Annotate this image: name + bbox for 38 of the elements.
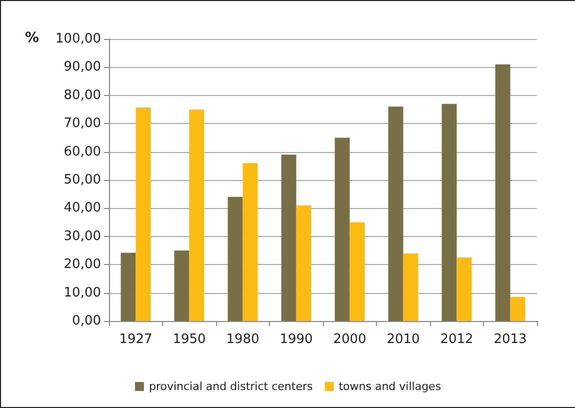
bar [334,138,350,321]
y-tick-label: 80,00 [64,88,101,103]
bar [174,250,190,321]
bar [228,196,243,321]
y-tick-label: 90,00 [64,60,101,75]
legend-label: provincial and district centers [148,380,313,393]
bar [510,297,526,321]
bar [136,108,151,321]
x-tick-label: 2013 [494,332,527,347]
bar [442,104,457,321]
y-tick-label: 40,00 [64,200,101,216]
x-tick-label: 2000 [333,332,366,347]
x-tick-label: 1950 [172,332,206,347]
y-tick-label: 100,00 [56,32,101,46]
bar [350,222,365,321]
x-tick-label: 1990 [280,332,313,347]
bar [388,106,404,321]
bar [296,205,312,321]
bar [242,163,258,321]
x-tick-label: 2012 [440,332,474,347]
x-tick-label: 2010 [386,332,420,347]
bar [281,154,296,321]
x-tick-label: 1927 [119,332,152,347]
bar [495,64,510,321]
bar [403,253,418,321]
legend-label: towns and villages [338,380,442,393]
y-tick-label: 60,00 [64,144,101,160]
y-axis-title: % [24,30,39,46]
bar [189,110,204,321]
y-tick-label: 0,00 [72,314,101,328]
y-tick-label: 50,00 [64,172,101,188]
y-tick-label: 30,00 [64,228,101,244]
y-tick-label: 10,00 [64,285,101,300]
x-tick-label: 1980 [226,332,260,347]
bar [120,252,136,321]
y-tick-label: 20,00 [64,257,101,272]
y-tick-label: 70,00 [64,116,101,132]
bar [456,258,472,321]
